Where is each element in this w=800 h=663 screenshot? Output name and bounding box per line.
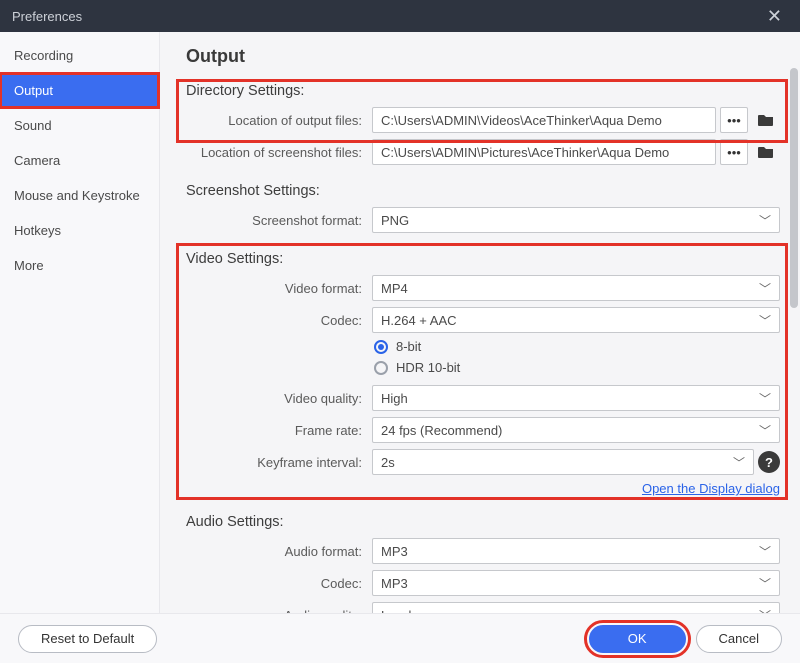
browse-screenshot-button[interactable]: ••• <box>720 139 748 165</box>
radio-8bit-label: 8-bit <box>396 339 421 354</box>
audio-codec-value: MP3 <box>381 576 759 591</box>
sidebar-item-sound[interactable]: Sound <box>0 108 159 143</box>
keyframe-select[interactable]: 2s ﹀ <box>372 449 754 475</box>
keyframe-label: Keyframe interval: <box>186 455 366 470</box>
screenshot-path-row: Location of screenshot files: C:\Users\A… <box>186 139 780 165</box>
audio-quality-label: Audio quality: <box>186 608 366 614</box>
frame-rate-value: 24 fps (Recommend) <box>381 423 759 438</box>
video-settings-section: Video Settings: Video format: MP4 ﹀ Code… <box>186 247 780 496</box>
video-quality-label: Video quality: <box>186 391 366 406</box>
body: Recording Output Sound Camera Mouse and … <box>0 32 800 613</box>
display-dialog-row: Open the Display dialog <box>186 481 780 496</box>
window-title: Preferences <box>12 9 82 24</box>
keyframe-value: 2s <box>381 455 733 470</box>
video-settings-title: Video Settings: <box>186 247 780 267</box>
sidebar-item-recording[interactable]: Recording <box>0 38 159 73</box>
reset-button[interactable]: Reset to Default <box>18 625 157 653</box>
screenshot-format-select[interactable]: PNG ﹀ <box>372 207 780 233</box>
directory-settings-section: Directory Settings: Location of output f… <box>186 79 780 165</box>
output-path-row: Location of output files: C:\Users\ADMIN… <box>186 107 780 133</box>
video-format-label: Video format: <box>186 281 366 296</box>
bitdepth-row: 8-bit HDR 10-bit <box>186 339 780 379</box>
chevron-down-icon: ﹀ <box>733 454 745 471</box>
screenshot-settings-title: Screenshot Settings: <box>186 179 780 199</box>
chevron-down-icon: ﹀ <box>759 212 771 229</box>
browse-output-button[interactable]: ••• <box>720 107 748 133</box>
chevron-down-icon: ﹀ <box>759 390 771 407</box>
radio-checked-icon <box>374 340 388 354</box>
open-screenshot-folder-icon[interactable] <box>752 139 780 165</box>
video-format-row: Video format: MP4 ﹀ <box>186 275 780 301</box>
video-quality-value: High <box>381 391 759 406</box>
audio-codec-row: Codec: MP3 ﹀ <box>186 570 780 596</box>
audio-quality-select[interactable]: Lossless ﹀ <box>372 602 780 613</box>
close-icon[interactable]: ✕ <box>761 6 788 27</box>
audio-settings-title: Audio Settings: <box>186 510 780 530</box>
audio-format-value: MP3 <box>381 544 759 559</box>
audio-settings-section: Audio Settings: Audio format: MP3 ﹀ Code… <box>186 510 780 613</box>
audio-quality-row: Audio quality: Lossless ﹀ <box>186 602 780 613</box>
output-path-label: Location of output files: <box>186 113 366 128</box>
radio-hdr10[interactable]: HDR 10-bit <box>372 360 460 375</box>
screenshot-settings-section: Screenshot Settings: Screenshot format: … <box>186 179 780 233</box>
chevron-down-icon: ﹀ <box>759 543 771 560</box>
scrollbar[interactable] <box>790 68 798 308</box>
audio-format-select[interactable]: MP3 ﹀ <box>372 538 780 564</box>
video-codec-value: H.264 + AAC <box>381 313 759 328</box>
screenshot-path-label: Location of screenshot files: <box>186 145 366 160</box>
video-codec-row: Codec: H.264 + AAC ﹀ <box>186 307 780 333</box>
audio-codec-select[interactable]: MP3 ﹀ <box>372 570 780 596</box>
output-path-field[interactable]: C:\Users\ADMIN\Videos\AceThinker\Aqua De… <box>372 107 716 133</box>
radio-hdr10-label: HDR 10-bit <box>396 360 460 375</box>
titlebar: Preferences ✕ <box>0 0 800 32</box>
open-output-folder-icon[interactable] <box>752 107 780 133</box>
video-codec-label: Codec: <box>186 313 366 328</box>
frame-rate-label: Frame rate: <box>186 423 366 438</box>
sidebar-item-camera[interactable]: Camera <box>0 143 159 178</box>
video-codec-select[interactable]: H.264 + AAC ﹀ <box>372 307 780 333</box>
video-quality-row: Video quality: High ﹀ <box>186 385 780 411</box>
video-format-select[interactable]: MP4 ﹀ <box>372 275 780 301</box>
audio-format-row: Audio format: MP3 ﹀ <box>186 538 780 564</box>
sidebar: Recording Output Sound Camera Mouse and … <box>0 32 160 613</box>
audio-format-label: Audio format: <box>186 544 366 559</box>
keyframe-row: Keyframe interval: 2s ﹀ ? <box>186 449 780 475</box>
open-display-dialog-link[interactable]: Open the Display dialog <box>642 481 780 496</box>
chevron-down-icon: ﹀ <box>759 575 771 592</box>
cancel-button[interactable]: Cancel <box>696 625 782 653</box>
chevron-down-icon: ﹀ <box>759 422 771 439</box>
preferences-window: Preferences ✕ Recording Output Sound Cam… <box>0 0 800 663</box>
video-quality-select[interactable]: High ﹀ <box>372 385 780 411</box>
sidebar-item-mouse-keystroke[interactable]: Mouse and Keystroke <box>0 178 159 213</box>
radio-8bit[interactable]: 8-bit <box>372 339 421 354</box>
audio-quality-value: Lossless <box>381 608 759 614</box>
sidebar-item-hotkeys[interactable]: Hotkeys <box>0 213 159 248</box>
screenshot-format-label: Screenshot format: <box>186 213 366 228</box>
content: Output Directory Settings: Location of o… <box>160 32 800 613</box>
chevron-down-icon: ﹀ <box>759 607 771 614</box>
page-title: Output <box>186 46 780 67</box>
chevron-down-icon: ﹀ <box>759 280 771 297</box>
frame-rate-select[interactable]: 24 fps (Recommend) ﹀ <box>372 417 780 443</box>
screenshot-format-row: Screenshot format: PNG ﹀ <box>186 207 780 233</box>
chevron-down-icon: ﹀ <box>759 312 771 329</box>
video-format-value: MP4 <box>381 281 759 296</box>
sidebar-item-output[interactable]: Output <box>0 73 159 108</box>
frame-rate-row: Frame rate: 24 fps (Recommend) ﹀ <box>186 417 780 443</box>
sidebar-item-more[interactable]: More <box>0 248 159 283</box>
ok-button[interactable]: OK <box>589 625 686 653</box>
screenshot-format-value: PNG <box>381 213 759 228</box>
radio-unchecked-icon <box>374 361 388 375</box>
audio-codec-label: Codec: <box>186 576 366 591</box>
help-icon[interactable]: ? <box>758 451 780 473</box>
footer: Reset to Default OK Cancel <box>0 613 800 663</box>
directory-settings-title: Directory Settings: <box>186 79 780 99</box>
screenshot-path-field[interactable]: C:\Users\ADMIN\Pictures\AceThinker\Aqua … <box>372 139 716 165</box>
